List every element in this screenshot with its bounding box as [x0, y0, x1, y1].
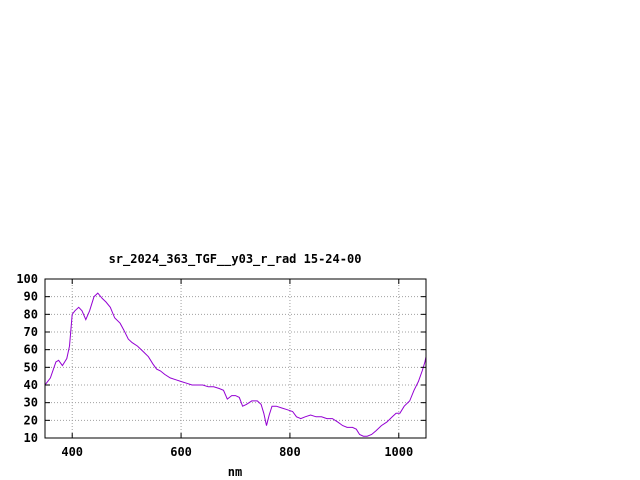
y-tick-label: 10 — [24, 431, 38, 445]
y-tick-label: 70 — [24, 325, 38, 339]
y-tick-label: 20 — [24, 413, 38, 427]
y-tick-label: 30 — [24, 396, 38, 410]
x-tick-label: 400 — [61, 445, 83, 459]
grid-lines — [45, 279, 426, 438]
y-axis: 10 20 30 40 50 60 70 80 90 100 — [16, 272, 426, 445]
y-tick-label: 60 — [24, 343, 38, 357]
series-layer — [44, 292, 427, 437]
x-tick-label: 800 — [279, 445, 301, 459]
x-axis-label: nm — [228, 465, 242, 479]
plot-frame — [44, 278, 427, 439]
y-tick-label: 40 — [24, 378, 38, 392]
x-tick-label: 1000 — [384, 445, 413, 459]
y-tick-label: 90 — [24, 290, 38, 304]
x-axis: 400 600 800 1000 — [61, 279, 413, 459]
y-tick-label: 100 — [16, 272, 38, 286]
y-tick-label: 80 — [24, 307, 38, 321]
series-line — [44, 292, 427, 437]
x-tick-label: 600 — [170, 445, 192, 459]
y-tick-label: 50 — [24, 360, 38, 374]
chart-title: sr_2024_363_TGF__y03_r_rad 15-24-00 — [109, 252, 362, 267]
